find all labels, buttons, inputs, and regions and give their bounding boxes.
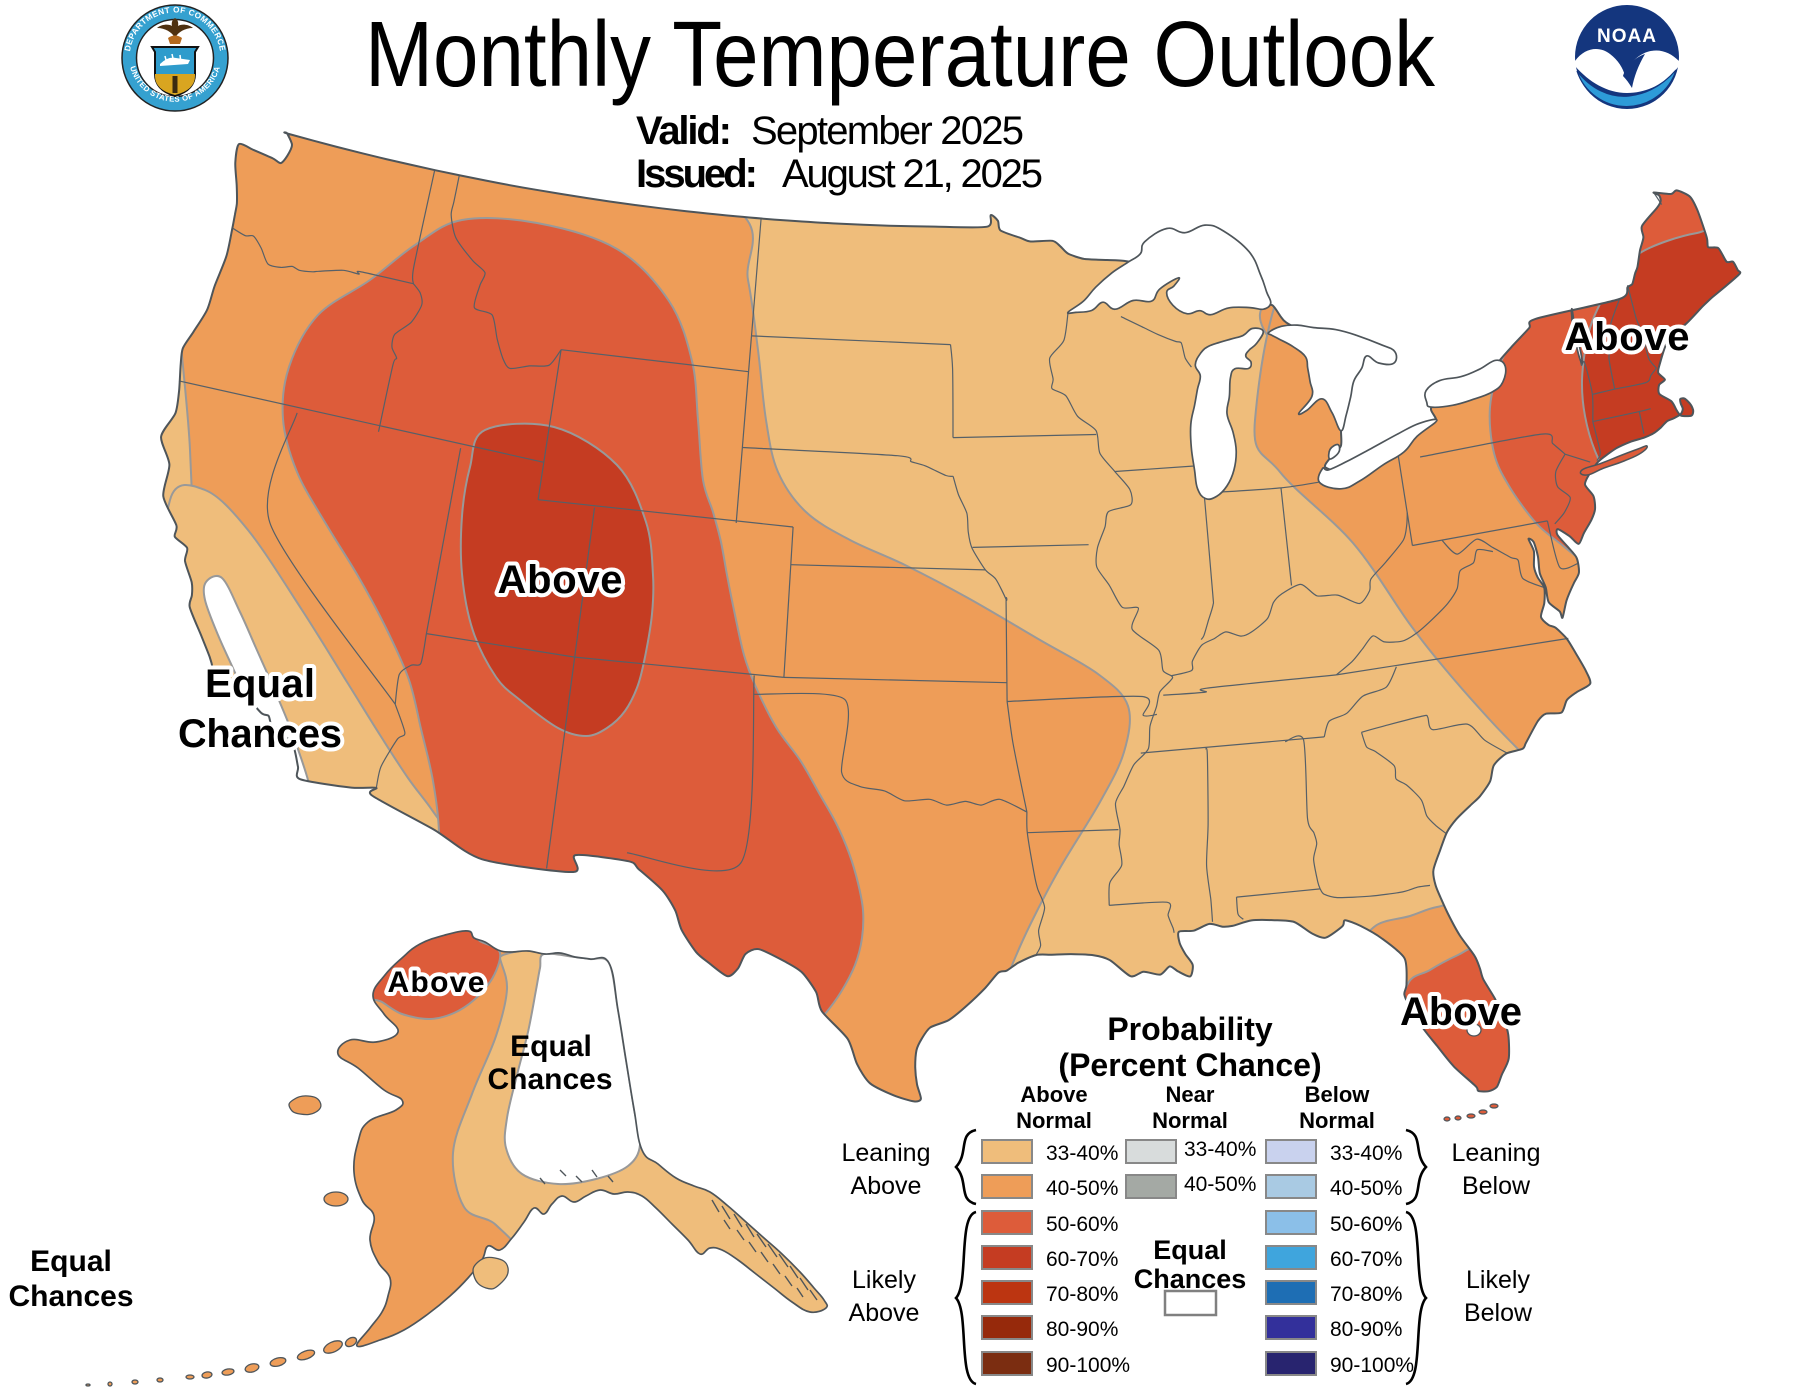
svg-text:Equal: Equal: [1153, 1235, 1227, 1265]
svg-text:Chances: Chances: [8, 1280, 133, 1313]
svg-text:40-50%: 40-50%: [1330, 1177, 1402, 1200]
svg-text:Above: Above: [849, 1299, 920, 1327]
svg-text:Probability: Probability: [1107, 1011, 1273, 1047]
svg-text:40-50%: 40-50%: [1184, 1173, 1256, 1196]
svg-text:Chances: Chances: [487, 1063, 612, 1096]
svg-text:Likely: Likely: [852, 1266, 916, 1294]
svg-text:60-70%: 60-70%: [1046, 1248, 1118, 1271]
svg-text:Below: Below: [1464, 1299, 1533, 1327]
svg-text:August 21, 2025: August 21, 2025: [782, 152, 1043, 196]
svg-text:80-90%: 80-90%: [1046, 1318, 1118, 1341]
svg-text:Above: Above: [1020, 1082, 1087, 1107]
svg-text:Chances: Chances: [1134, 1264, 1247, 1294]
svg-text:Likely: Likely: [1466, 1266, 1530, 1294]
svg-text:70-80%: 70-80%: [1330, 1283, 1402, 1306]
svg-text:Monthly Temperature Outlook: Monthly Temperature Outlook: [365, 2, 1435, 106]
svg-text:90-100%: 90-100%: [1046, 1354, 1130, 1377]
svg-text:Normal: Normal: [1299, 1108, 1375, 1133]
svg-text:60-70%: 60-70%: [1330, 1248, 1402, 1271]
svg-text:Valid:: Valid:: [636, 109, 732, 153]
svg-text:(Percent Chance): (Percent Chance): [1058, 1047, 1321, 1083]
svg-text:80-90%: 80-90%: [1330, 1318, 1402, 1341]
svg-text:Leaning: Leaning: [1452, 1139, 1541, 1167]
svg-text:33-40%: 33-40%: [1330, 1142, 1402, 1165]
svg-text:Leaning: Leaning: [842, 1139, 931, 1167]
svg-text:Chances: Chances: [178, 712, 342, 756]
svg-text:50-60%: 50-60%: [1330, 1213, 1402, 1236]
svg-text:Near: Near: [1166, 1082, 1215, 1107]
svg-text:Issued:: Issued:: [636, 152, 758, 196]
svg-text:40-50%: 40-50%: [1046, 1177, 1118, 1200]
svg-text:Below: Below: [1462, 1172, 1531, 1200]
svg-text:33-40%: 33-40%: [1184, 1138, 1256, 1161]
svg-text:Normal: Normal: [1152, 1108, 1228, 1133]
svg-text:Equal: Equal: [510, 1030, 592, 1063]
svg-text:Above: Above: [851, 1172, 922, 1200]
svg-text:Above: Above: [498, 558, 623, 602]
svg-text:70-80%: 70-80%: [1046, 1283, 1118, 1306]
svg-text:33-40%: 33-40%: [1046, 1142, 1118, 1165]
svg-text:NOAA: NOAA: [1597, 26, 1657, 47]
svg-text:Below: Below: [1305, 1082, 1371, 1107]
svg-text:Normal: Normal: [1016, 1108, 1092, 1133]
svg-text:50-60%: 50-60%: [1046, 1213, 1118, 1236]
svg-text:90-100%: 90-100%: [1330, 1354, 1414, 1377]
svg-text:Above: Above: [1565, 315, 1690, 359]
svg-text:September 2025: September 2025: [751, 109, 1024, 153]
svg-text:Above: Above: [1400, 990, 1522, 1034]
svg-text:Above: Above: [388, 966, 485, 999]
svg-text:Equal: Equal: [205, 662, 315, 706]
svg-text:Equal: Equal: [30, 1245, 112, 1278]
